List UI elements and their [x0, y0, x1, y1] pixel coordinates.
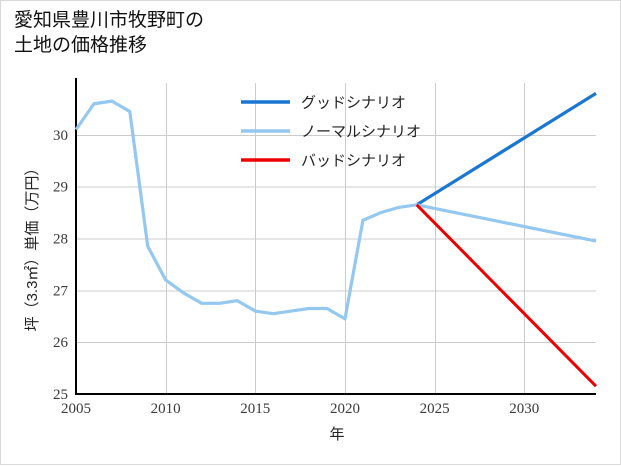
y-tick-label: 27: [53, 283, 69, 299]
series-line-good: [415, 92, 597, 207]
series-line-bad: [415, 203, 598, 388]
y-axis-title: 坪（3.3㎡）単価（万円）: [24, 161, 41, 332]
legend-label: ノーマルシナリオ: [301, 125, 421, 141]
chart-title: 愛知県豊川市牧野町の 土地の価格推移: [14, 10, 205, 56]
y-tick-label: 28: [53, 232, 68, 248]
legend-label: グッドシナリオ: [301, 95, 406, 112]
x-tick-label: 2020: [330, 401, 360, 417]
x-axis-title: 年: [329, 426, 344, 443]
axes-group: [74, 78, 596, 396]
y-tick-label: 29: [53, 180, 68, 196]
y-tick-label: 25: [53, 387, 68, 403]
series-line-normal: [74, 99, 597, 321]
y-tick-label: 30: [53, 128, 68, 144]
series-group: [74, 92, 598, 388]
x-tick-labels-group: 2005 2010 2015 2020 2025 2030: [61, 401, 539, 417]
y-tick-label: 26: [53, 335, 69, 351]
legend-label: バッドシナリオ: [301, 154, 406, 170]
gridlines-group: [76, 83, 596, 395]
x-tick-label: 2005: [61, 401, 91, 417]
x-tick-label: 2025: [420, 401, 450, 417]
y-tick-labels-group: 25 26 27 28 29 30: [53, 128, 69, 403]
x-tick-label: 2010: [151, 401, 181, 417]
x-tick-label: 2015: [240, 401, 270, 417]
x-tick-label: 2030: [509, 401, 539, 417]
